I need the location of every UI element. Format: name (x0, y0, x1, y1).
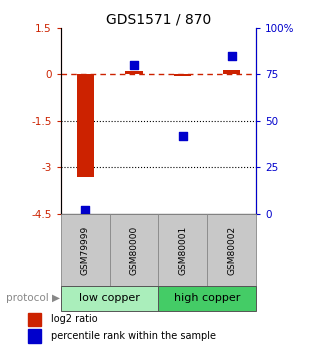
Text: GSM80001: GSM80001 (178, 226, 187, 275)
Point (229, 53, 234, 58)
Point (180, 133, 185, 138)
Text: percentile rank within the sample: percentile rank within the sample (51, 331, 216, 341)
Text: GSM80000: GSM80000 (130, 226, 139, 275)
Text: protocol ▶: protocol ▶ (6, 294, 60, 303)
Text: GSM80002: GSM80002 (227, 226, 236, 275)
FancyBboxPatch shape (61, 286, 158, 310)
Text: GSM79999: GSM79999 (81, 226, 90, 275)
Bar (174, 74, 191, 76)
FancyBboxPatch shape (158, 214, 207, 286)
Text: high copper: high copper (174, 294, 240, 303)
Title: GDS1571 / 870: GDS1571 / 870 (106, 12, 211, 27)
FancyBboxPatch shape (158, 286, 256, 310)
Bar (223, 69, 240, 74)
Bar (28, 329, 41, 343)
Text: log2 ratio: log2 ratio (51, 315, 98, 324)
Text: low copper: low copper (79, 294, 140, 303)
FancyBboxPatch shape (61, 214, 109, 286)
Point (83, 207, 88, 213)
FancyBboxPatch shape (207, 214, 256, 286)
Bar (28, 313, 41, 326)
Bar (125, 71, 142, 74)
Bar (77, 74, 94, 177)
Point (132, 62, 137, 68)
FancyBboxPatch shape (109, 214, 158, 286)
